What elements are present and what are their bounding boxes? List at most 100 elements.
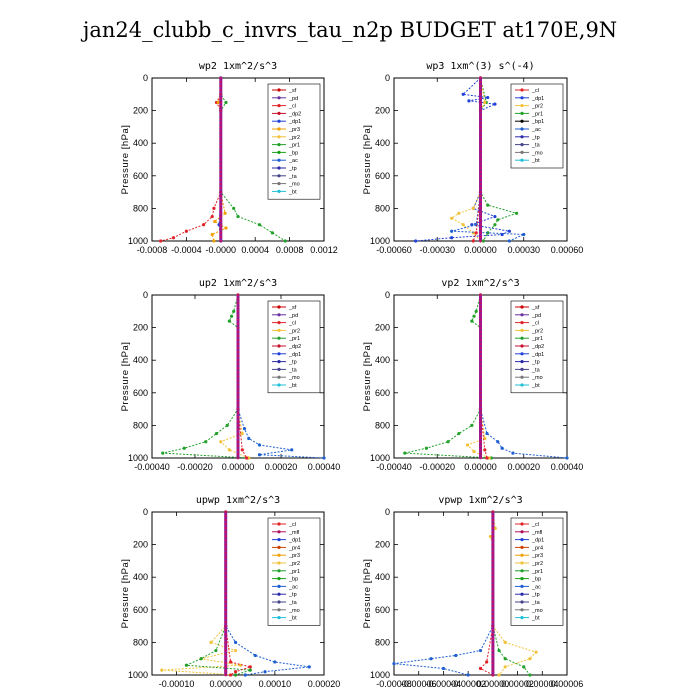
legend-label: _pr1 — [531, 111, 543, 117]
data-point — [224, 636, 228, 640]
data-point — [491, 612, 495, 616]
data-point — [467, 99, 471, 103]
data-point — [240, 448, 244, 452]
data-point — [236, 383, 240, 387]
y-tick-label: 0 — [143, 73, 148, 83]
data-point — [236, 436, 240, 440]
legend-label: _dp1 — [288, 119, 301, 125]
legend-marker — [520, 96, 524, 100]
series-line — [162, 294, 249, 459]
legend-label: _bt — [288, 189, 297, 195]
data-point — [507, 229, 511, 233]
legend-label: _dp1 — [288, 538, 301, 544]
legend-label: _ta — [288, 174, 298, 180]
legend-marker — [277, 530, 281, 534]
x-tick-label: 0.00060 — [551, 245, 584, 255]
data-point — [236, 366, 240, 370]
data-point — [479, 194, 482, 198]
data-point — [219, 186, 223, 190]
legend-marker — [277, 584, 281, 589]
data-point — [236, 342, 240, 346]
legend-marker — [277, 600, 281, 604]
data-point — [224, 551, 228, 555]
data-point — [224, 612, 228, 616]
legend-marker — [520, 336, 524, 340]
data-point — [224, 575, 228, 579]
data-point — [236, 309, 240, 313]
legend-marker — [520, 569, 524, 573]
legend-marker — [277, 569, 281, 573]
series-line — [220, 78, 286, 242]
data-point — [496, 218, 500, 222]
data-point — [522, 232, 526, 237]
legend-label: _dp1 — [288, 352, 301, 358]
data-point — [219, 125, 223, 129]
data-point — [479, 101, 482, 104]
data-point — [212, 239, 216, 243]
data-point — [479, 227, 482, 231]
data-point — [224, 579, 228, 583]
data-point — [479, 166, 482, 170]
legend-marker — [277, 592, 281, 596]
legend-marker — [277, 328, 281, 332]
legend-label: _sf — [288, 305, 297, 311]
data-point — [219, 166, 223, 170]
data-point — [236, 318, 240, 321]
data-point — [273, 660, 277, 664]
x-tick-label: 0.00006 — [551, 679, 584, 689]
plot-frame — [151, 77, 325, 242]
data-point — [479, 80, 482, 84]
legend-marker — [277, 174, 281, 178]
data-point — [479, 403, 482, 407]
y-axis-label: Pressure [hPa] — [120, 559, 131, 629]
data-point — [219, 190, 223, 194]
data-point — [219, 182, 223, 186]
legend-label: _pr3 — [531, 553, 543, 559]
data-point — [224, 514, 228, 518]
legend-label: _pr1 — [288, 143, 300, 149]
data-point — [479, 129, 482, 133]
legend-label: _ta — [531, 367, 541, 373]
data-point — [491, 616, 495, 620]
data-point — [219, 105, 223, 108]
y-tick-label: 800 — [133, 203, 148, 213]
data-point — [224, 608, 228, 612]
data-point — [491, 579, 495, 583]
data-point — [202, 223, 206, 227]
legend-marker — [277, 182, 281, 186]
data-point — [485, 456, 489, 460]
x-tick-label: -0.00010 — [159, 679, 195, 689]
data-point — [491, 653, 495, 657]
data-point — [479, 293, 482, 297]
data-point — [479, 440, 482, 444]
legend-marker — [277, 561, 281, 565]
legend-marker — [277, 538, 281, 542]
data-point — [491, 661, 495, 665]
data-point — [224, 563, 228, 567]
data-point — [229, 660, 233, 664]
data-point — [491, 649, 495, 652]
data-point — [224, 592, 228, 595]
data-point — [219, 84, 223, 88]
x-tick-label: -0.00020 — [177, 462, 213, 472]
panel-title: up2 1xm^2/s^3 — [199, 278, 277, 289]
data-point — [248, 665, 252, 669]
data-point — [479, 109, 482, 112]
x-tick-label: -0.00004 — [426, 679, 462, 689]
data-point — [479, 174, 482, 178]
x-tick-label: -0.0000 — [206, 245, 237, 255]
x-tick-label: 0.00000 — [464, 245, 497, 255]
data-point — [479, 182, 482, 186]
data-point — [479, 202, 482, 206]
x-tick-label: 0.0012 — [310, 245, 338, 255]
legend-box — [267, 517, 321, 626]
legend-marker — [520, 561, 524, 565]
data-point — [471, 206, 475, 210]
data-point — [219, 239, 223, 243]
legend-marker — [520, 608, 524, 612]
data-point — [224, 649, 228, 652]
y-tick-label: 800 — [133, 637, 148, 647]
panel-title: wp3 1xm^(3) s^(-4) — [426, 61, 534, 72]
legend-marker — [277, 383, 281, 387]
